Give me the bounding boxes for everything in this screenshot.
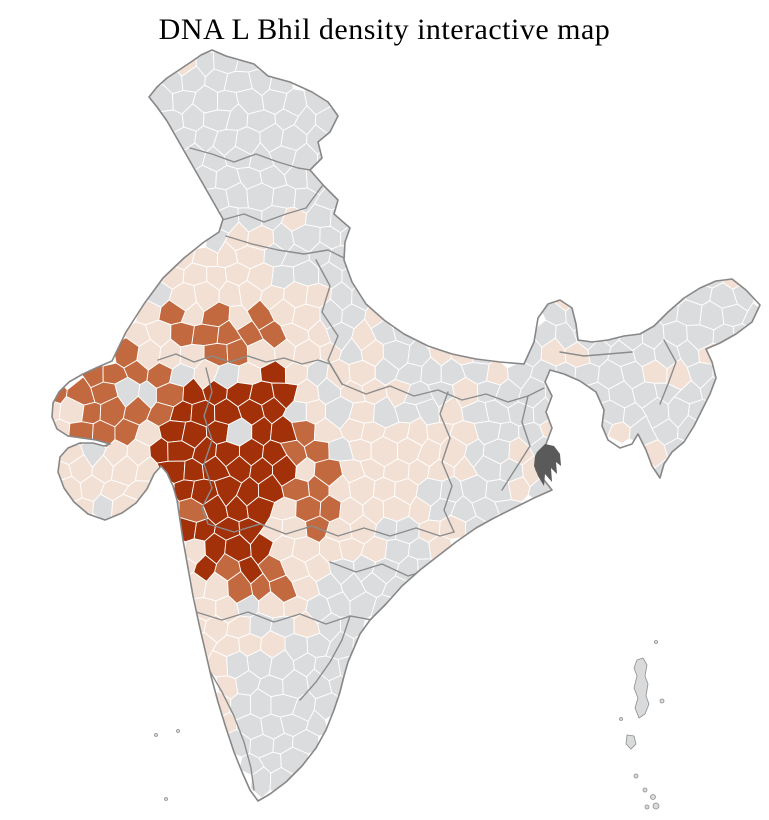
state-border-line [225,235,345,259]
state-border-line [189,147,311,171]
island-dot[interactable] [633,773,639,779]
island-dot[interactable] [650,794,656,800]
state-border-line [157,353,343,385]
state-border-line [559,351,633,357]
district-cell[interactable] [81,401,102,425]
lakshadweep-islands [154,729,180,801]
state-border-line [221,185,323,223]
little-andaman-island[interactable] [625,734,637,750]
district-cell[interactable] [494,499,523,527]
island-dot[interactable] [659,698,665,704]
state-border-line [501,395,531,491]
state-border-line [659,339,677,405]
state-border-line [439,391,455,533]
district-cell[interactable] [271,184,297,209]
state-border-line [207,523,455,537]
island-dot[interactable] [164,797,168,801]
andaman-island-chain[interactable] [633,657,650,719]
map-title: DNA L Bhil density interactive map [158,13,611,46]
island-dot[interactable] [154,733,158,737]
district-cell[interactable] [352,633,376,663]
state-border-line [299,615,351,701]
island-dot[interactable] [644,804,650,810]
island-dot[interactable] [654,640,658,644]
island-dot[interactable] [652,802,660,810]
district-cell[interactable] [191,323,220,347]
island-dot[interactable] [176,729,180,733]
state-border-line [201,367,213,525]
state-border-line [195,603,387,625]
island-dot[interactable] [619,717,623,721]
andaman-nicobar-islands [619,640,665,810]
sundarbans-delta-shade [534,444,561,486]
island-dot[interactable] [642,787,648,793]
district-cell[interactable] [573,362,600,387]
districts-layer [44,50,760,799]
district-cell[interactable] [712,360,738,387]
district-cell[interactable] [171,516,197,543]
state-border-line [207,667,255,791]
district-cell[interactable] [67,421,94,446]
india-outline [51,49,761,802]
district-cell[interactable] [485,478,512,503]
state-border-line [341,383,545,403]
district-cell[interactable] [66,497,95,524]
district-cell[interactable] [44,418,71,448]
